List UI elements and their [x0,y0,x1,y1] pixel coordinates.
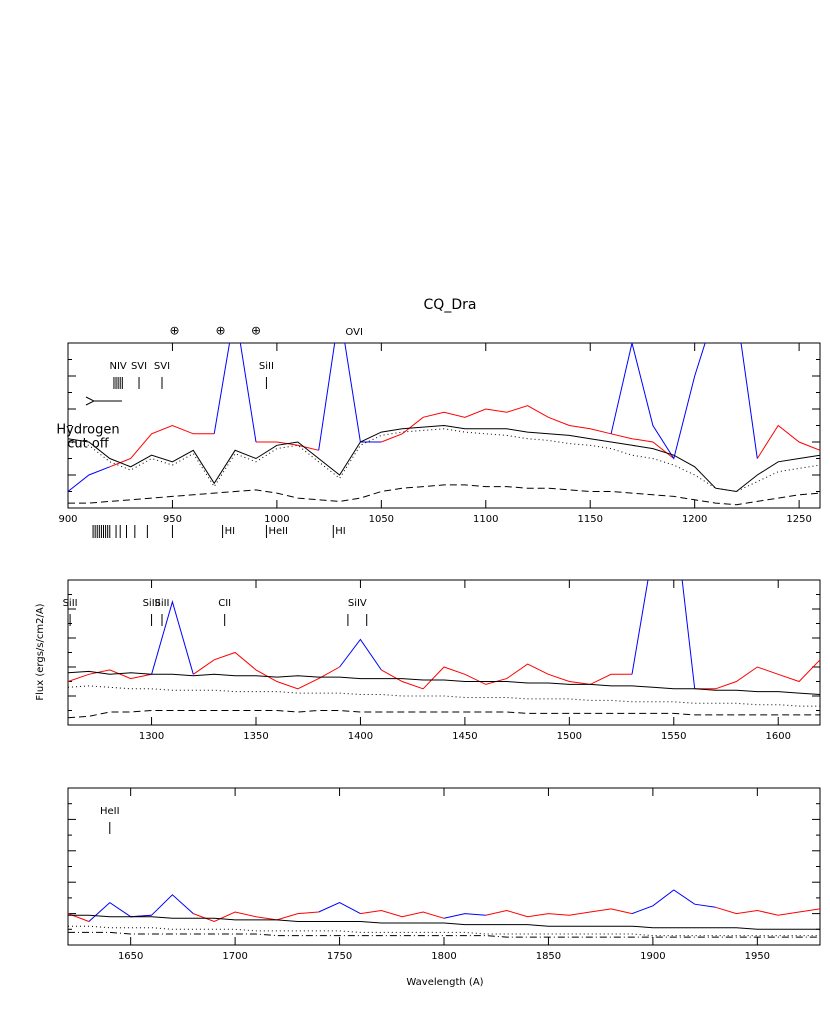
spectrum-line [109,405,820,468]
spectrum-line [88,889,716,922]
spectrum-line [68,670,820,695]
x-tick-label: 1100 [473,514,498,525]
line-label: NIV [109,361,126,372]
line-label: SVI [154,361,170,372]
x-tick-label: 1550 [661,731,686,742]
spectrum-line [68,925,820,937]
spectrum-line [68,424,820,493]
y-axis-label: Flux (ergs/s/cm2/A) [35,603,46,700]
x-tick-label: 1800 [431,951,456,962]
x-tick-label: 1950 [745,951,770,962]
spectrum-line [68,685,820,707]
telluric-symbol: ⊕ [251,324,261,338]
line-label: HI [225,526,235,537]
line-label: HI [335,526,345,537]
x-axis-label: Wavelength (A) [406,977,483,988]
cutoff-text: Hydrogen [56,423,119,438]
spectrum-line [68,428,820,493]
line-label: SiIV [348,598,367,609]
line-label: SVI [131,361,147,372]
x-tick-label: 1750 [327,951,352,962]
x-tick-label: 1400 [348,731,373,742]
plot-frame [67,787,821,946]
spectrum-line [68,931,820,938]
x-tick-label: 1900 [640,951,665,962]
line-label: CII [218,598,231,609]
x-tick-label: 1150 [577,514,602,525]
telluric-symbol: ⊕ [215,324,225,338]
cutoff-text: cut off [67,437,110,452]
x-tick-label: 1350 [243,731,268,742]
x-tick-label: 1500 [557,731,582,742]
telluric-symbol: ⊕ [170,324,180,338]
line-label: HeII [268,526,288,537]
line-label: HeII [100,806,120,817]
x-tick-label: 950 [163,514,182,525]
spectrum-line [68,651,820,690]
x-tick-label: 1650 [118,951,143,962]
line-label: OVI [345,327,363,338]
chart-title: CQ_Dra [424,297,477,313]
spectrum-line [68,710,820,719]
x-tick-label: 900 [58,514,77,525]
line-label: SiII [154,598,169,609]
line-label: SiIII [143,598,161,609]
x-tick-label: 1050 [369,514,394,525]
x-tick-label: 1250 [786,514,811,525]
x-tick-label: 1700 [222,951,247,962]
x-tick-label: 1850 [536,951,561,962]
line-label: SiII [63,598,78,609]
x-tick-label: 1300 [139,731,164,742]
x-tick-label: 1200 [682,514,707,525]
plot-frame [67,579,821,726]
spectrum-line [68,906,820,923]
x-tick-label: 1450 [452,731,477,742]
spectrum-line [151,580,696,689]
spectrum-line [68,914,820,930]
spectrum-line [68,343,758,492]
spectrum-line [68,484,820,506]
line-label: SiII [259,361,274,372]
x-tick-label: 1000 [264,514,289,525]
x-tick-label: 1600 [765,731,790,742]
